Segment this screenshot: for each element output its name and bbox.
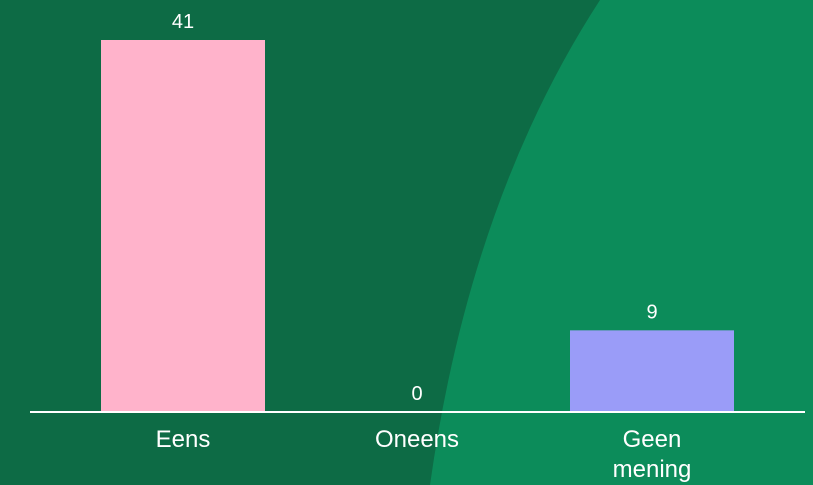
category-label-line: Oneens [375,426,459,453]
category-labels-group: Eens Oneens Geen mening [156,426,692,483]
value-label-oneens: 0 [411,383,422,405]
category-label-line: Geen [623,426,682,453]
value-label-eens: 41 [172,11,194,33]
category-label-eens: Eens [156,426,211,453]
category-label-line: mening [613,456,692,483]
bars-group [101,40,734,412]
bar-eens [101,40,265,412]
category-label-geen-mening: Geen mening [613,426,692,483]
value-labels-group: 41 0 9 [172,11,658,405]
category-label-line: Eens [156,426,211,453]
bar-geen-mening [570,330,734,412]
value-label-geen-mening: 9 [646,301,657,323]
category-label-oneens: Oneens [375,426,459,453]
